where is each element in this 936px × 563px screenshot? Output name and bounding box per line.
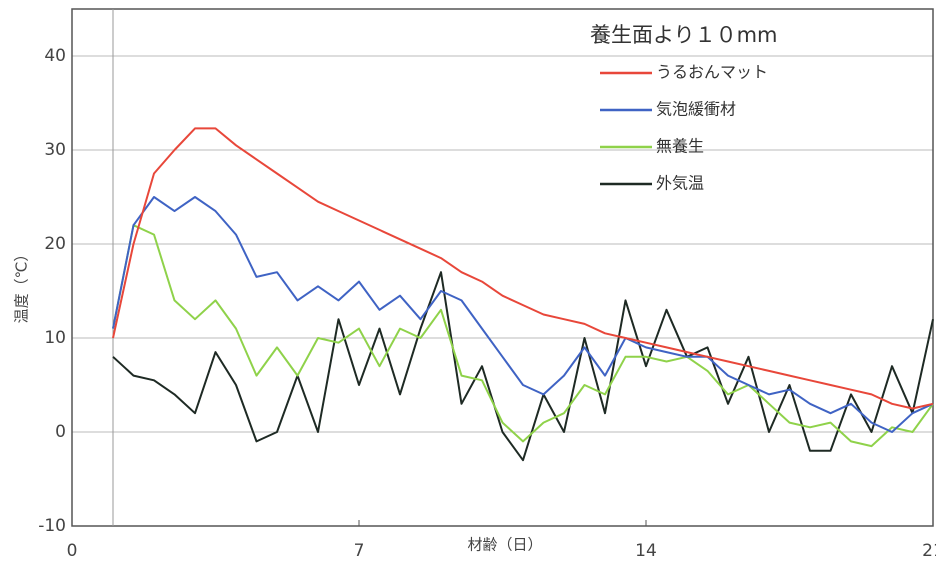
legend-label: うるおんマット [656,63,768,82]
series-line [112,271,934,462]
y-tick-label: 40 [44,46,66,66]
x-tick-label: 7 [354,541,365,561]
y-tick-label: 0 [55,422,66,442]
y-tick-label: 10 [44,328,66,348]
y-tick-label: -10 [38,516,66,536]
legend-label: 気泡緩衝材 [656,100,736,119]
x-axis-label: 材齢（日） [467,536,542,554]
legend-label: 無養生 [656,137,704,156]
y-tick-label: 20 [44,234,66,254]
series-line [112,127,934,410]
y-tick-label: 30 [44,140,66,160]
x-tick-label: 14 [635,541,657,561]
plot-frame [71,8,934,527]
y-axis-label: 温度（℃） [13,247,31,324]
x-tick-label: 21 [922,541,936,561]
series-line [112,224,934,448]
legend-label: 外気温 [656,174,704,193]
series-line [112,196,934,433]
legend-title: 養生面より１０mm [590,23,778,47]
x-tick-label: 0 [67,541,78,561]
